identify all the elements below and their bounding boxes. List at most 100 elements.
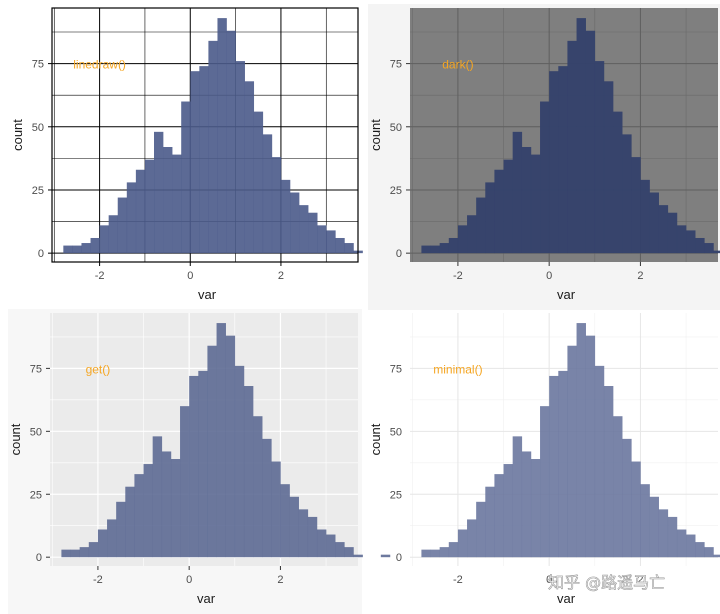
x-tick-label: 2 bbox=[637, 574, 643, 586]
histogram-bar bbox=[70, 549, 80, 558]
histogram-bar bbox=[457, 225, 468, 254]
histogram-bar bbox=[161, 451, 172, 558]
x-axis-title: var bbox=[197, 591, 216, 606]
x-tick-label: 0 bbox=[187, 270, 193, 282]
histogram-bar bbox=[90, 237, 100, 254]
histogram-bar bbox=[622, 438, 632, 558]
y-tick-label: 0 bbox=[36, 552, 42, 564]
y-tick-label: 50 bbox=[390, 426, 402, 438]
histogram-bar bbox=[676, 225, 687, 254]
histogram-bar bbox=[208, 40, 218, 254]
histogram-bar bbox=[81, 243, 91, 254]
histogram-bar bbox=[181, 101, 191, 254]
histogram-bar bbox=[713, 554, 720, 558]
histogram-bar bbox=[476, 501, 486, 558]
histogram-bar bbox=[640, 179, 650, 254]
histogram-bar bbox=[243, 386, 254, 558]
histogram-bar bbox=[567, 40, 577, 254]
histogram-bar bbox=[353, 554, 363, 558]
panel-border bbox=[51, 7, 359, 263]
histogram-bar bbox=[649, 192, 659, 254]
histogram-bar bbox=[585, 30, 596, 254]
histogram-bar bbox=[512, 436, 523, 558]
histogram-bar bbox=[494, 169, 504, 254]
y-tick-label: 75 bbox=[30, 363, 42, 375]
histogram-bar bbox=[695, 237, 705, 254]
histogram-bar bbox=[199, 66, 209, 254]
y-axis-title: count bbox=[8, 423, 23, 455]
x-tick-label: -2 bbox=[93, 574, 103, 586]
histogram-bar bbox=[704, 243, 714, 254]
histogram-bar bbox=[326, 534, 336, 558]
histogram-bar bbox=[99, 225, 109, 254]
histogram-bar bbox=[144, 159, 155, 254]
histogram-bar bbox=[476, 197, 486, 254]
histogram-bar bbox=[421, 549, 431, 558]
watermark-text: 知乎 @路遥马亡 bbox=[548, 573, 665, 592]
histogram-bar bbox=[198, 370, 208, 558]
histogram-bar bbox=[430, 549, 440, 558]
histogram-bar bbox=[658, 509, 669, 558]
histogram-bar bbox=[126, 182, 137, 254]
x-tick-label: 0 bbox=[546, 270, 552, 282]
histogram-bar bbox=[567, 345, 577, 558]
y-tick-label: 0 bbox=[38, 248, 44, 260]
histogram-bar bbox=[154, 131, 164, 254]
histogram-bar bbox=[79, 547, 90, 558]
histogram-bars bbox=[421, 323, 720, 558]
histogram-bar bbox=[530, 154, 541, 254]
y-tick-label: 50 bbox=[390, 122, 402, 134]
x-tick-label: -2 bbox=[95, 270, 105, 282]
histogram-bar bbox=[485, 182, 495, 254]
histogram-bar bbox=[316, 529, 327, 558]
histogram-bar bbox=[512, 131, 523, 254]
histogram-bar bbox=[116, 501, 126, 558]
histogram-bar bbox=[280, 484, 290, 558]
histogram-bar bbox=[134, 474, 144, 558]
histogram-bar bbox=[613, 416, 623, 558]
x-axis-title: var bbox=[557, 287, 576, 302]
histogram-bar bbox=[704, 547, 714, 558]
histogram-bar bbox=[439, 547, 450, 558]
panel-dark: -2 0 2 0 25 50 75 var count dark() bbox=[368, 4, 720, 310]
histogram-bar bbox=[658, 205, 669, 254]
histogram-bar bbox=[317, 225, 327, 254]
histogram-bar bbox=[503, 159, 513, 254]
histogram-bar bbox=[521, 451, 532, 558]
histogram-bar bbox=[421, 245, 431, 254]
y-tick-label: 25 bbox=[30, 489, 42, 501]
histogram-bar bbox=[88, 542, 99, 558]
theme-annotation: linedraw() bbox=[73, 58, 126, 72]
histogram-bars bbox=[61, 323, 391, 558]
histogram-bar bbox=[117, 197, 128, 254]
histogram-bar bbox=[226, 30, 236, 254]
histogram-bar bbox=[613, 111, 623, 254]
histogram-bar bbox=[530, 459, 541, 558]
histogram-bar bbox=[585, 335, 596, 558]
y-tick-label: 75 bbox=[32, 59, 44, 71]
theme-annotation: get() bbox=[86, 362, 111, 376]
histogram-bar bbox=[686, 230, 696, 254]
panel-get: -2 0 2 0 25 50 75 var count get() bbox=[8, 309, 391, 614]
y-axis-title: count bbox=[368, 119, 383, 151]
histogram-bar bbox=[172, 154, 182, 254]
histogram-bar bbox=[163, 147, 173, 254]
histogram-bar bbox=[307, 516, 318, 558]
histogram-bar bbox=[485, 486, 495, 558]
y-tick-label: 75 bbox=[390, 59, 402, 71]
histogram-bar bbox=[558, 66, 568, 254]
histogram-bar bbox=[253, 111, 264, 254]
histogram-bars bbox=[421, 18, 720, 254]
histogram-bar bbox=[152, 436, 163, 558]
histogram-bar bbox=[143, 464, 153, 558]
histogram-bar bbox=[235, 61, 245, 254]
theme-annotation: minimal() bbox=[433, 362, 482, 376]
y-tick-label: 25 bbox=[390, 185, 402, 197]
histogram-bar bbox=[631, 461, 641, 558]
histogram-bar bbox=[494, 474, 504, 558]
histogram-bar bbox=[72, 245, 82, 254]
histogram-bar bbox=[63, 245, 73, 254]
histogram-bar bbox=[326, 230, 336, 254]
